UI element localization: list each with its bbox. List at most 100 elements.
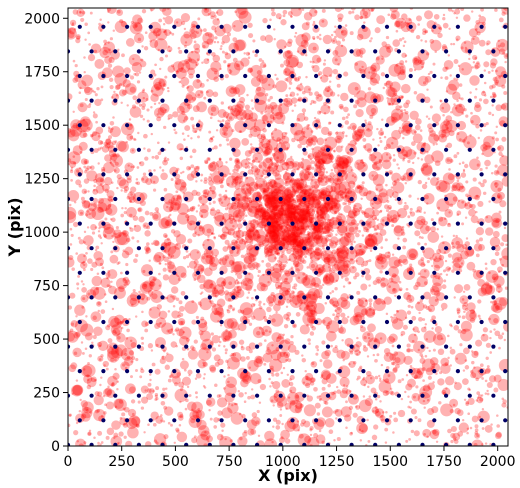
data-point — [83, 71, 86, 74]
data-point — [245, 240, 249, 244]
data-point — [267, 166, 271, 170]
data-point — [287, 203, 291, 207]
data-point — [219, 324, 223, 327]
data-point — [223, 375, 226, 378]
data-point — [261, 114, 268, 122]
data-point — [166, 329, 170, 333]
data-point — [311, 361, 315, 366]
data-point — [363, 226, 369, 233]
data-point — [424, 242, 427, 246]
data-point — [136, 424, 139, 428]
data-point — [237, 229, 241, 233]
data-point — [449, 364, 452, 367]
data-point — [104, 154, 112, 162]
data-point — [185, 58, 197, 71]
data-point — [77, 274, 81, 278]
data-point — [398, 126, 402, 130]
data-point — [498, 257, 502, 261]
data-point — [244, 166, 248, 170]
data-point — [123, 211, 127, 215]
data-point — [200, 29, 203, 32]
data-point — [222, 338, 227, 343]
data-point — [206, 67, 220, 81]
data-point — [168, 375, 172, 378]
data-point — [169, 213, 172, 217]
data-point — [229, 305, 233, 308]
data-point — [280, 19, 287, 26]
data-point — [398, 129, 401, 132]
data-point — [225, 85, 238, 97]
data-point — [175, 297, 180, 302]
data-point — [423, 326, 427, 329]
data-point — [258, 303, 261, 307]
data-point — [283, 238, 295, 250]
data-point — [174, 265, 187, 278]
data-point — [294, 406, 302, 414]
data-point — [380, 127, 383, 131]
data-point — [333, 410, 337, 414]
data-point — [310, 381, 315, 386]
data-point — [494, 251, 500, 257]
data-point — [387, 87, 398, 98]
data-point — [137, 37, 142, 42]
data-point — [130, 165, 133, 169]
data-point — [269, 221, 283, 235]
data-point — [138, 103, 143, 107]
data-point — [163, 23, 166, 26]
data-point — [198, 330, 204, 336]
data-point — [410, 305, 414, 309]
data-point — [79, 398, 82, 402]
data-point — [310, 217, 313, 220]
data-point — [196, 419, 207, 430]
data-point — [472, 268, 476, 273]
data-point — [80, 17, 85, 22]
data-point — [168, 328, 174, 335]
data-point — [421, 236, 424, 240]
data-point — [488, 317, 491, 321]
data-point — [461, 315, 466, 320]
data-point — [475, 239, 480, 244]
data-point — [200, 268, 204, 272]
data-point — [81, 305, 85, 309]
data-point — [368, 395, 372, 398]
data-point — [179, 360, 189, 370]
data-point — [349, 432, 353, 436]
data-point — [277, 223, 281, 227]
data-point — [155, 317, 167, 328]
data-point — [267, 197, 271, 200]
data-point — [424, 181, 428, 185]
data-point — [299, 227, 307, 234]
data-point — [491, 212, 502, 223]
data-point — [369, 114, 374, 119]
data-point — [239, 370, 252, 383]
data-point — [361, 8, 365, 12]
data-point — [210, 15, 215, 20]
data-point — [395, 64, 399, 67]
data-point — [394, 357, 401, 364]
data-point — [306, 166, 311, 171]
data-point — [170, 423, 173, 427]
data-point — [453, 439, 459, 444]
data-point — [247, 262, 253, 269]
data-point — [353, 275, 357, 280]
data-point — [103, 141, 108, 147]
data-point — [148, 31, 158, 41]
data-point — [421, 65, 424, 69]
data-point — [89, 411, 92, 414]
data-point — [321, 227, 324, 230]
data-point — [353, 214, 357, 217]
data-point — [361, 65, 364, 69]
data-point — [414, 219, 424, 230]
data-point — [369, 304, 372, 308]
data-point — [231, 241, 235, 246]
data-point — [402, 245, 406, 250]
data-point — [450, 432, 456, 439]
data-point — [187, 349, 199, 360]
data-point — [469, 317, 476, 323]
data-point — [272, 234, 276, 238]
data-point — [100, 441, 104, 444]
data-point — [472, 61, 476, 64]
data-point — [73, 201, 77, 204]
data-point — [349, 390, 352, 393]
data-point — [77, 253, 87, 264]
